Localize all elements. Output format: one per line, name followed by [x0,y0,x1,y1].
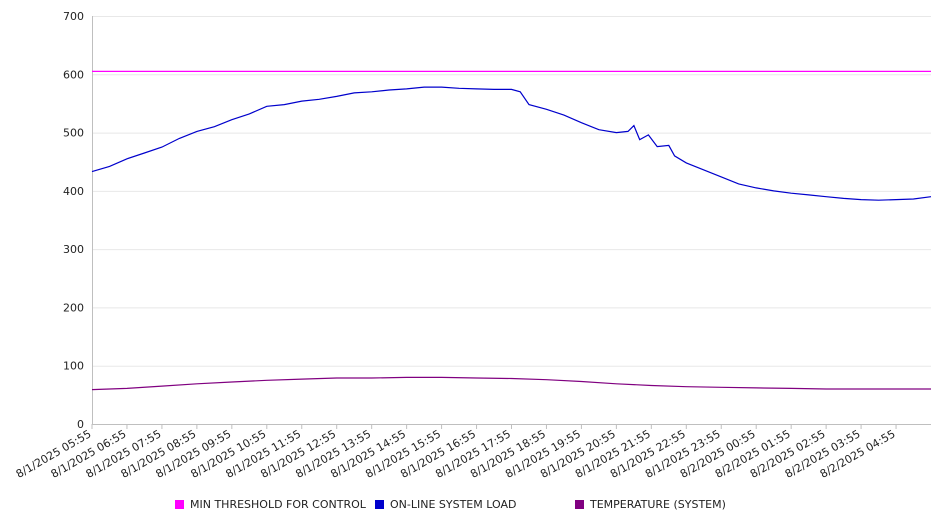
y-tick-label: 400 [63,185,84,198]
y-tick-label: 500 [63,127,84,140]
legend-swatch-temperature [575,500,584,509]
legend-swatch-threshold [175,500,184,509]
legend-label-temperature: TEMPERATURE (SYSTEM) [590,498,726,511]
series-lines [91,70,932,391]
grid-lines [92,16,931,367]
y-axis-tick-labels: 0 100 200 300 400 500 600 700 [63,10,84,431]
y-tick-label: 0 [77,418,84,431]
legend-swatch-system-load [375,500,384,509]
line-chart: 0 100 200 300 400 500 600 700 8/1/2025 05:558/1… [14,10,932,481]
legend-label-threshold: MIN THRESHOLD FOR CONTROL [190,498,366,511]
series-line-2 [91,376,931,391]
y-tick-label: 300 [63,243,84,256]
legend-label-system-load: ON-LINE SYSTEM LOAD [390,498,517,511]
y-tick-label: 700 [63,10,84,23]
legend-item-system-load: ON-LINE SYSTEM LOAD [375,498,516,511]
y-tick-label: 600 [63,68,84,81]
series-line-1 [91,86,932,201]
y-tick-label: 200 [63,301,84,314]
legend-item-threshold: MIN THRESHOLD FOR CONTROL [175,498,366,511]
y-tick-label: 100 [63,360,84,373]
legend-item-temperature: TEMPERATURE (SYSTEM) [575,498,726,511]
axes [91,16,931,429]
x-axis-tick-labels: 8/1/2025 05:558/1/2025 06:558/1/2025 07:… [14,427,898,481]
legend: MIN THRESHOLD FOR CONTROL ON-LINE SYSTEM… [0,498,946,514]
